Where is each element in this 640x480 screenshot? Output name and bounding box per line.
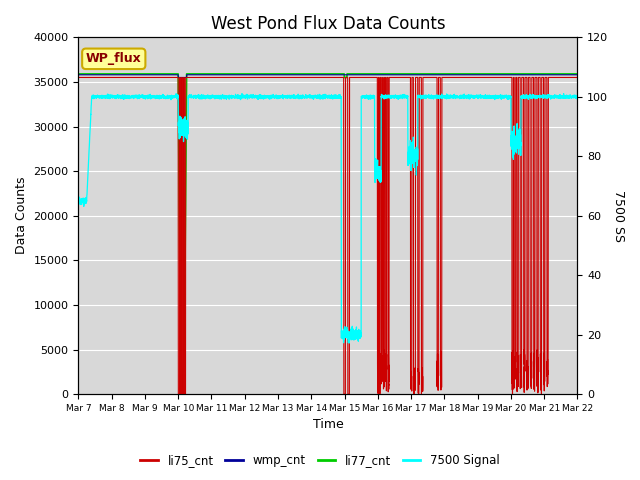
Y-axis label: 7500 SS: 7500 SS (612, 190, 625, 242)
Text: WP_flux: WP_flux (86, 52, 141, 65)
Legend: li75_cnt, wmp_cnt, li77_cnt, 7500 Signal: li75_cnt, wmp_cnt, li77_cnt, 7500 Signal (136, 449, 504, 472)
Title: West Pond Flux Data Counts: West Pond Flux Data Counts (211, 15, 445, 33)
X-axis label: Time: Time (312, 419, 343, 432)
Y-axis label: Data Counts: Data Counts (15, 177, 28, 254)
